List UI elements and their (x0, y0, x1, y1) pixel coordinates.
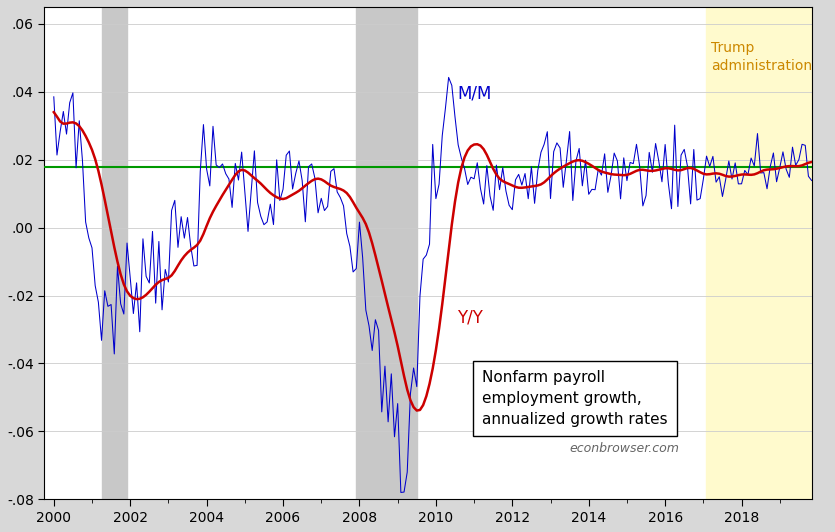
Bar (357, 7, 417, 499)
Bar (102, 7, 127, 499)
Bar (706, 7, 812, 499)
Text: M/M: M/M (457, 85, 491, 103)
Text: econbrowser.com: econbrowser.com (569, 442, 680, 455)
Text: Nonfarm payroll
employment growth,
annualized growth rates: Nonfarm payroll employment growth, annua… (482, 370, 667, 427)
Text: Trump
administration: Trump administration (711, 41, 812, 73)
Text: Y/Y: Y/Y (457, 309, 483, 327)
